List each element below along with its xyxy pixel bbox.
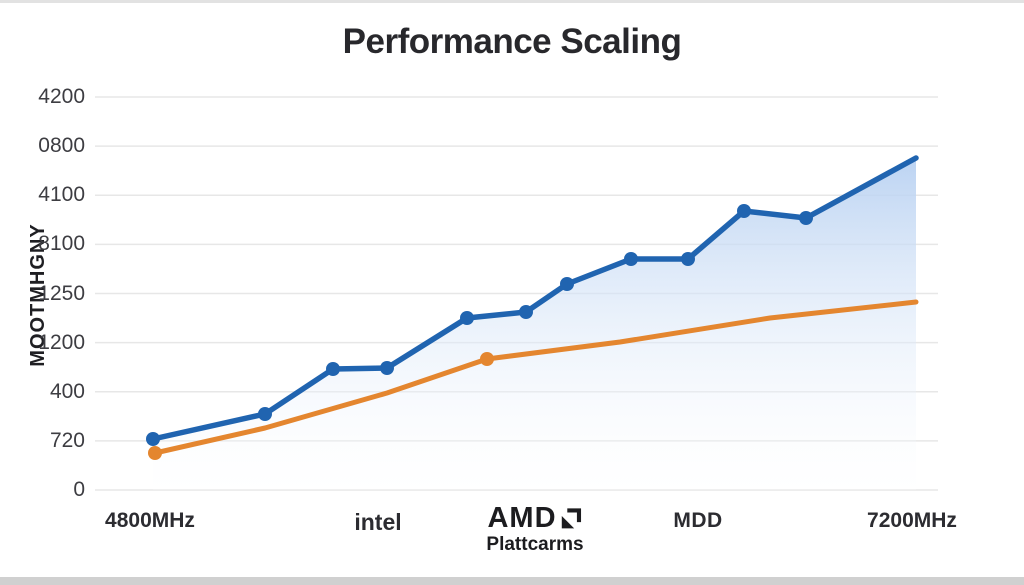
y-tick-label: 400 — [49, 379, 85, 403]
amd-arrow-icon — [561, 508, 582, 529]
x-axis-tick-labels: 4800MHz intel AMD Plattcarms MDD 7200MHz — [0, 504, 1024, 579]
blue-performance-line-marker — [380, 361, 394, 375]
blue-performance-line-marker — [737, 204, 751, 218]
amd-sublabel: Plattcarms — [486, 534, 584, 555]
y-tick-label: 1250 — [38, 281, 85, 305]
blue-series-area-fill — [153, 158, 916, 490]
blue-performance-line — [150, 155, 919, 442]
y-tick-label: 0 — [73, 478, 85, 501]
x-tick-mdd: MDD — [673, 509, 723, 532]
y-tick-label: 0800 — [38, 134, 85, 158]
top-border-strip — [0, 0, 1024, 3]
blue-performance-line-marker — [519, 305, 533, 319]
blue-performance-line-marker — [799, 211, 813, 225]
y-axis-tick-labels: 4200 0800 4100 8100 1250 1200 400 720 0 — [0, 0, 85, 585]
x-tick-4800mhz: 4800MHz — [105, 509, 195, 532]
amd-logo: AMD — [486, 502, 583, 534]
blue-performance-line-marker — [326, 362, 340, 376]
blue-performance-line-marker — [560, 277, 574, 291]
chart-title: Performance Scaling — [342, 22, 682, 61]
bottom-border-strip — [0, 577, 1024, 585]
amd-wordmark: AMD — [487, 502, 557, 534]
x-tick-intel: intel — [354, 509, 402, 535]
blue-performance-line-marker — [146, 432, 160, 446]
y-tick-label: 1200 — [38, 330, 85, 354]
blue-performance-line-marker — [681, 252, 695, 266]
y-tick-label: 8100 — [38, 232, 85, 256]
y-tick-label: 4100 — [38, 183, 85, 207]
orange-baseline-line-marker — [148, 446, 162, 460]
y-tick-label: 720 — [49, 428, 85, 452]
blue-performance-line-marker — [258, 407, 272, 421]
y-tick-label: 4200 — [38, 85, 85, 108]
x-tick-amd: AMD Plattcarms — [486, 502, 584, 556]
blue-performance-line-marker — [460, 311, 474, 325]
orange-baseline-line-marker — [480, 352, 494, 366]
x-tick-7200mhz: 7200MHz — [867, 509, 957, 532]
blue-performance-line-marker — [624, 252, 638, 266]
